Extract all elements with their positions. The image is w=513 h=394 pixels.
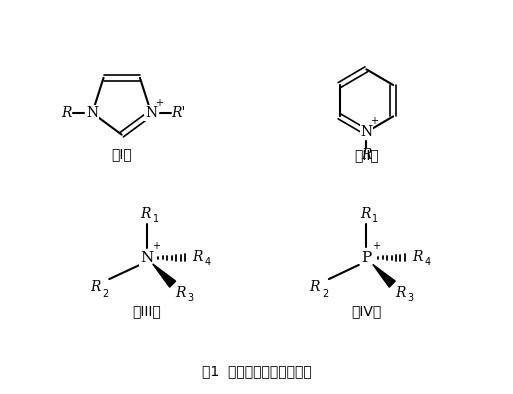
Polygon shape: [373, 264, 395, 287]
Text: 3: 3: [407, 293, 413, 303]
Text: （II）: （II）: [354, 149, 379, 162]
Text: R': R': [171, 106, 186, 120]
Text: 4: 4: [205, 257, 211, 267]
Text: （III）: （III）: [132, 304, 161, 318]
Text: +: +: [372, 241, 380, 251]
Text: 3: 3: [188, 293, 194, 303]
Text: R: R: [412, 250, 423, 264]
Polygon shape: [153, 264, 175, 287]
Text: +: +: [152, 241, 160, 251]
Text: （I）: （I）: [111, 147, 132, 161]
Text: R: R: [141, 207, 151, 221]
Text: R: R: [192, 250, 203, 264]
Text: +: +: [155, 98, 163, 108]
Text: R: R: [175, 286, 186, 300]
Text: 4: 4: [424, 257, 430, 267]
Text: R: R: [395, 286, 405, 300]
Text: N: N: [86, 106, 98, 120]
Text: R: R: [61, 106, 72, 120]
Text: +: +: [370, 116, 378, 126]
Text: N: N: [140, 251, 153, 265]
Text: 2: 2: [322, 289, 328, 299]
Text: P: P: [361, 251, 371, 265]
Text: 1: 1: [372, 214, 379, 224]
Text: N: N: [360, 125, 372, 139]
Text: 图1  常见离子液体的阳离子: 图1 常见离子液体的阳离子: [202, 364, 311, 378]
Text: 2: 2: [102, 289, 108, 299]
Text: R: R: [310, 280, 320, 294]
Text: N: N: [145, 106, 157, 120]
Text: 1: 1: [152, 214, 159, 224]
Text: R: R: [90, 280, 101, 294]
Text: R: R: [361, 149, 371, 162]
Text: R: R: [360, 207, 370, 221]
Text: （IV）: （IV）: [351, 304, 382, 318]
